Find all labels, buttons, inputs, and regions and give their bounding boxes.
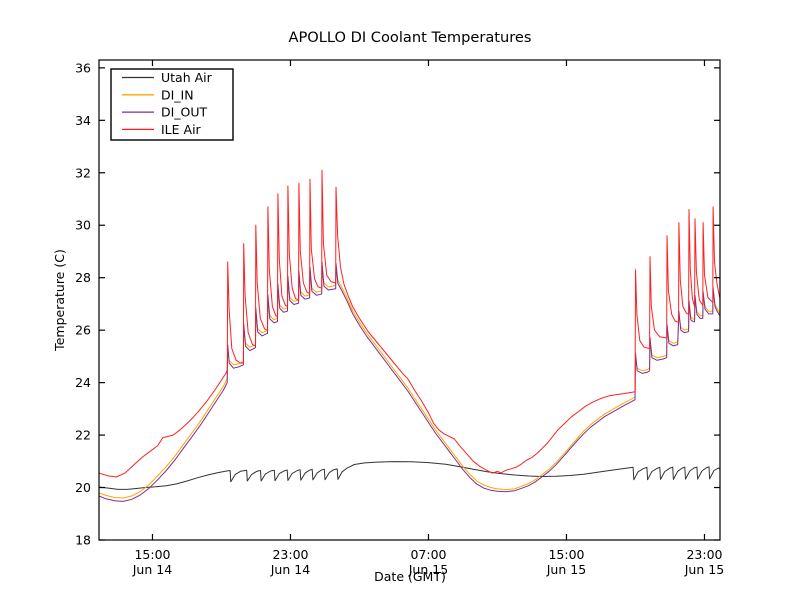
y-tick-label: 34 [75, 113, 91, 128]
x-tick-label-time: 23:00 [272, 547, 308, 562]
y-tick-label: 26 [75, 323, 91, 338]
x-tick-label-time: 15:00 [134, 547, 170, 562]
x-tick-label-date: Jun 15 [546, 562, 586, 577]
legend: Utah Air DI_IN DI_OUT ILE Air [110, 68, 234, 141]
x-tick-label-date: Jun 15 [684, 562, 724, 577]
legend-label: Utah Air [161, 70, 213, 85]
x-tick-label-time: 23:00 [686, 547, 722, 562]
legend-label: ILE Air [161, 122, 202, 137]
chart-title: APOLLO DI Coolant Temperatures [288, 29, 531, 46]
y-tick-label: 36 [75, 60, 91, 75]
series-line-utah-air [99, 461, 720, 490]
y-tick-label: 32 [75, 165, 91, 180]
y-tick-label: 28 [75, 270, 91, 285]
series-lines [99, 169, 720, 502]
y-tick-label: 20 [75, 480, 91, 495]
series-line-ile-air [99, 169, 720, 478]
y-tick-label: 30 [75, 218, 91, 233]
x-tick-label-time: 07:00 [410, 547, 446, 562]
legend-box [110, 68, 234, 141]
x-axis-label: Date (GMT) [374, 569, 446, 584]
legend-label: DI_IN [161, 87, 194, 102]
x-tick-label-date: Jun 14 [270, 562, 310, 577]
legend-label: DI_OUT [161, 105, 208, 120]
plot-frame [98, 59, 721, 541]
x-tick-label-date: Jun 14 [132, 562, 172, 577]
x-tick-label-date: Jun 15 [408, 562, 448, 577]
y-tick-label: 22 [75, 428, 91, 443]
series-line-di-out [99, 261, 720, 502]
x-tick-label-time: 15:00 [548, 547, 584, 562]
y-tick-label: 18 [75, 533, 91, 548]
y-axis-label: Temperature (C) [52, 249, 67, 352]
y-tick-label: 24 [75, 375, 91, 390]
